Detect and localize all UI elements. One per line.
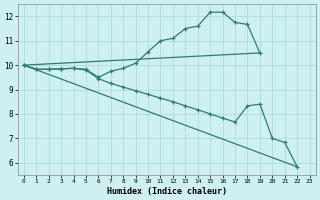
X-axis label: Humidex (Indice chaleur): Humidex (Indice chaleur) xyxy=(107,187,227,196)
